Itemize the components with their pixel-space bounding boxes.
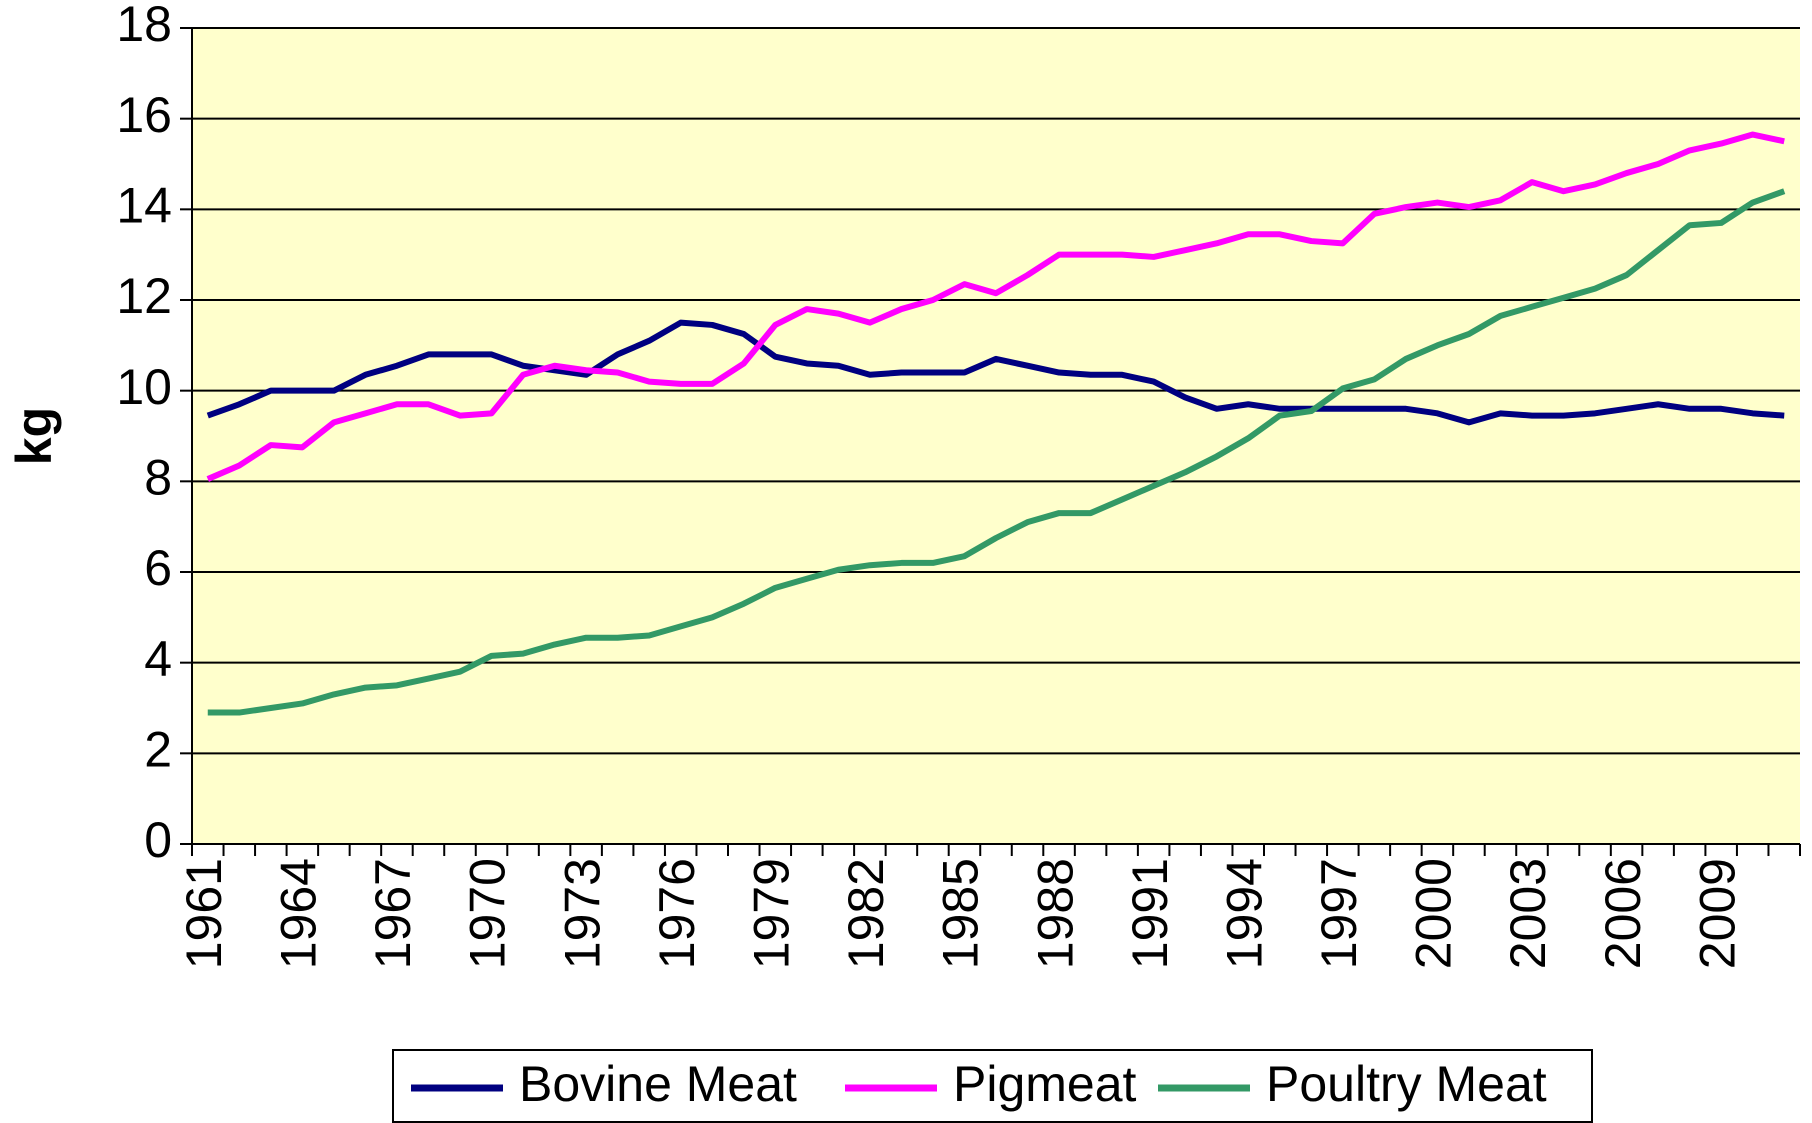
y-tick-label: 4	[144, 631, 172, 687]
x-tick-label: 1976	[649, 858, 705, 969]
y-tick-label: 14	[116, 178, 172, 234]
y-tick-label: 18	[116, 0, 172, 52]
x-tick-label: 1967	[365, 858, 421, 969]
x-tick-label: 2003	[1500, 858, 1556, 969]
x-tick-label: 2000	[1406, 858, 1462, 969]
x-tick-label: 1961	[176, 858, 232, 969]
plot-area	[192, 28, 1800, 844]
series-line	[206, 131, 1785, 482]
y-tick-label: 0	[144, 812, 172, 868]
y-axis-label: kg	[6, 407, 62, 465]
series-line	[206, 319, 1785, 426]
series-line	[207, 188, 1786, 716]
legend-box	[392, 1049, 1593, 1123]
x-tick-label: 1991	[1122, 858, 1178, 969]
y-tick-label: 12	[116, 268, 172, 324]
x-tick-label: 1970	[460, 858, 516, 969]
y-tick-label: 2	[144, 722, 172, 778]
legend-label: Bovine Meat	[519, 1056, 797, 1112]
x-tick-label: 1964	[271, 858, 327, 969]
x-tick-label: 1973	[554, 858, 610, 969]
x-tick-label: 1982	[838, 858, 894, 969]
y-tick-label: 16	[116, 87, 172, 143]
x-tick-label: 1994	[1216, 858, 1272, 969]
legend-label: Pigmeat	[953, 1056, 1137, 1112]
x-tick-label: 1979	[743, 858, 799, 969]
y-tick-label: 8	[144, 450, 172, 506]
x-tick-label: 1985	[933, 858, 989, 969]
legend-label: Poultry Meat	[1266, 1056, 1547, 1112]
y-tick-label: 10	[116, 359, 172, 415]
x-tick-label: 2009	[1689, 858, 1745, 969]
x-tick-label: 2006	[1595, 858, 1651, 969]
x-tick-label: 1988	[1027, 858, 1083, 969]
y-tick-label: 6	[144, 540, 172, 596]
x-tick-label: 1997	[1311, 858, 1367, 969]
